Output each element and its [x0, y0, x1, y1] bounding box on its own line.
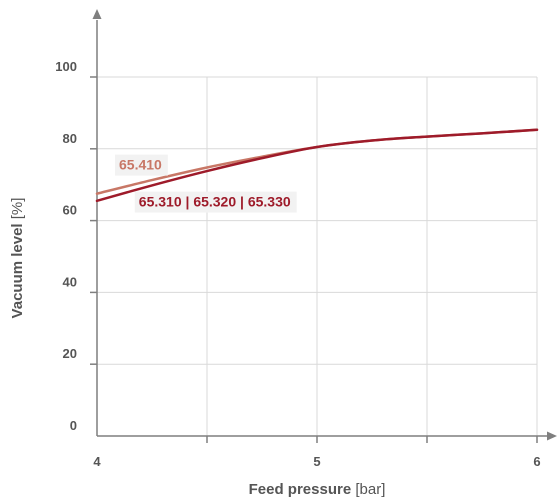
y-tick-label: 100: [55, 59, 77, 74]
y-tick-label: 0: [70, 418, 77, 433]
y-tick-label: 20: [63, 346, 77, 361]
series-line-2: [95, 128, 539, 203]
y-axis-arrow: [92, 9, 102, 19]
grid-lines: [97, 76, 538, 436]
x-axis-arrow: [547, 431, 557, 441]
x-tick-label: 6: [533, 454, 540, 469]
data-label-background: [134, 191, 297, 213]
y-axis-title: Vacuum level [%]: [9, 198, 26, 319]
axis-ticks: 0 20 40 60 80 100 4 5 6: [55, 59, 540, 469]
data-label-text: 65.410: [119, 157, 162, 173]
axes: [92, 9, 557, 441]
y-axis-unit: [%]: [9, 198, 26, 220]
y-tick-label: 60: [63, 203, 77, 218]
y-tick-label: 80: [63, 131, 77, 146]
x-tick-label: 5: [313, 454, 320, 469]
data-label-background: [115, 154, 168, 176]
data-labels: 65.410 65.310 | 65.320 | 65.330: [115, 154, 297, 213]
data-label-1: 65.410: [115, 154, 168, 176]
series: [95, 128, 539, 203]
data-label-2: 65.310 | 65.320 | 65.330: [134, 191, 297, 213]
data-label-text: 65.310 | 65.320 | 65.330: [139, 194, 291, 210]
y-axis-title-text: Vacuum level: [9, 223, 26, 318]
y-tick-label: 40: [63, 274, 77, 289]
x-tick-label: 4: [93, 454, 101, 469]
x-axis-title-text: Feed pressure: [249, 481, 352, 498]
x-axis-title: Feed pressure [bar]: [249, 481, 386, 498]
x-axis-unit: [bar]: [355, 481, 385, 498]
